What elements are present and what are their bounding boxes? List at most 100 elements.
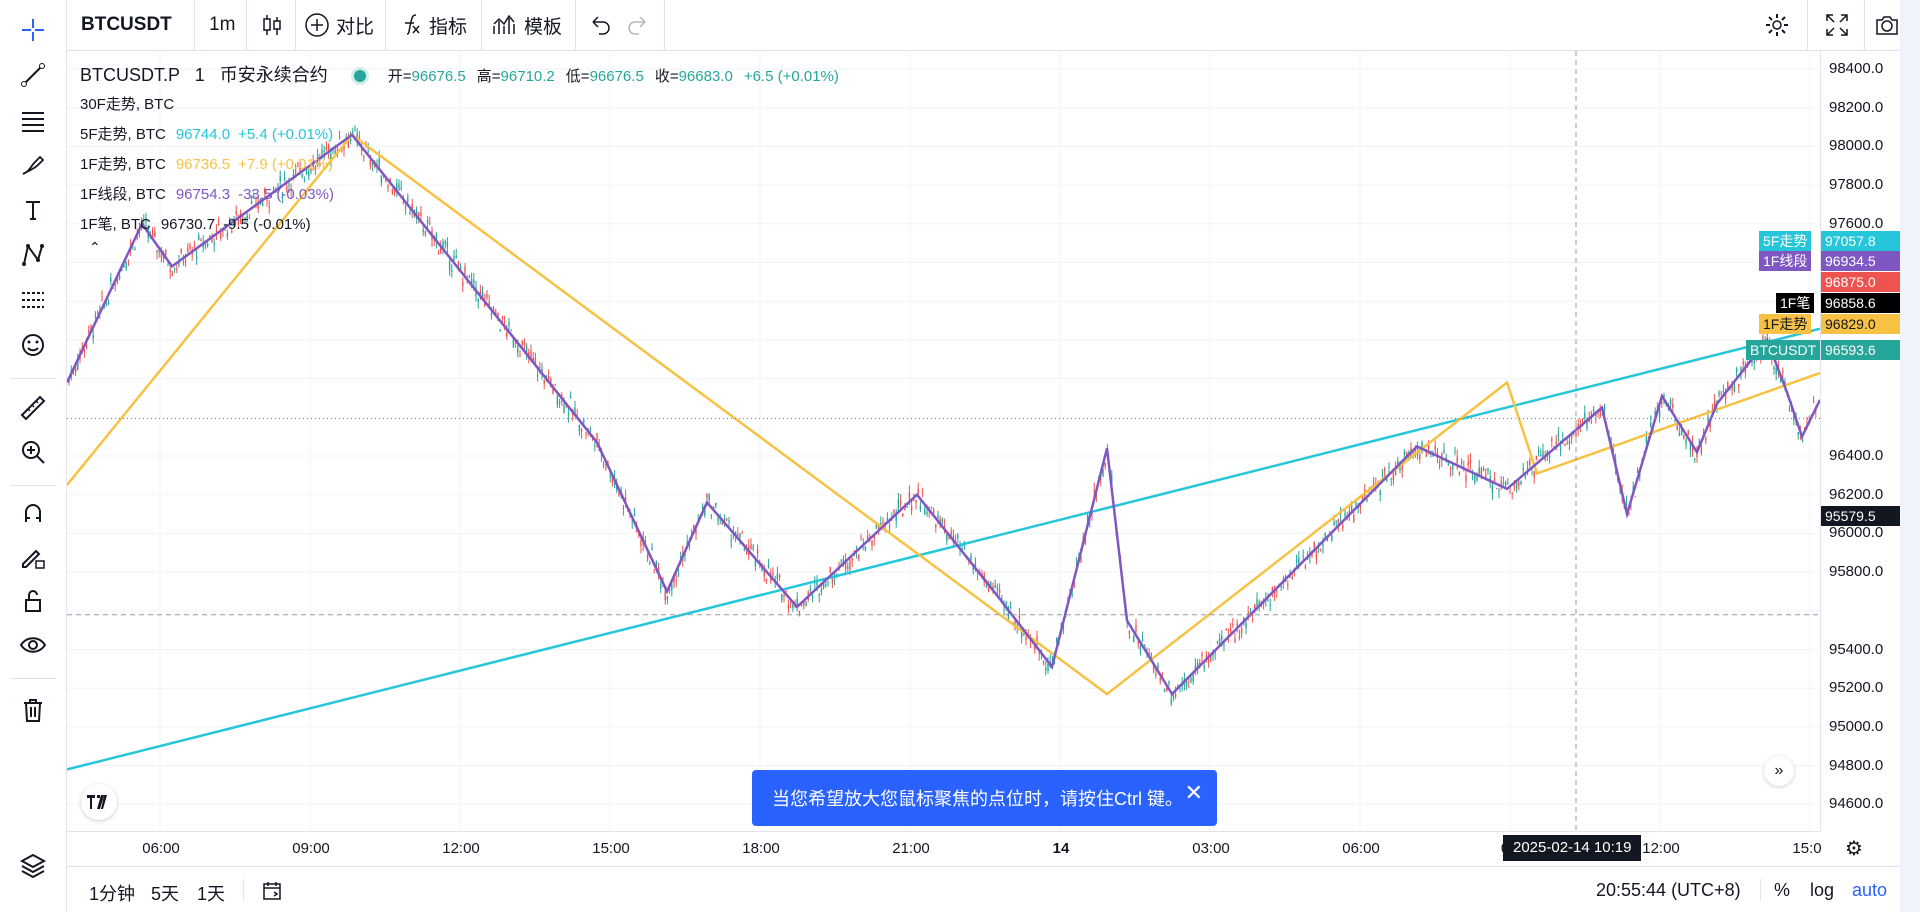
candle-body <box>272 188 275 190</box>
candle-body <box>1344 513 1346 517</box>
candle-body <box>1694 459 1696 461</box>
magnet-icon[interactable] <box>13 493 53 533</box>
study-legend-row[interactable]: 1F笔, BTC 96730.7 -9.5 (-0.01%) <box>80 213 311 234</box>
templates-button[interactable]: 模板 <box>492 0 562 50</box>
trash-icon[interactable] <box>13 690 53 730</box>
candle-body <box>853 550 856 552</box>
forecast-icon[interactable] <box>13 280 53 320</box>
candle-body <box>1524 474 1527 478</box>
time-axis[interactable]: 06:00 09:00 12:00 15:00 18:00 21:00 14 03:00 06:… <box>67 831 1822 866</box>
candle-body <box>83 349 86 352</box>
clock-timezone[interactable]: 20:55:44 (UTC+8) <box>1596 880 1741 900</box>
candle-body <box>301 174 303 177</box>
candle-body <box>895 512 897 522</box>
price-tick-label: 95000.0 <box>1829 717 1884 735</box>
candle-body <box>1542 451 1544 457</box>
candle-body <box>899 500 902 505</box>
scroll-to-realtime-icon[interactable]: » <box>1764 756 1794 786</box>
candle-body <box>1379 491 1381 495</box>
eye-icon[interactable] <box>13 625 53 665</box>
trend-line-icon[interactable] <box>13 55 53 95</box>
legend-symbol[interactable]: BTCUSDT.P <box>80 65 180 85</box>
candle-body <box>1093 490 1095 492</box>
right-scrollbar[interactable] <box>1900 0 1920 912</box>
close-icon[interactable]: ✕ <box>1184 780 1203 805</box>
candle-body <box>1280 586 1282 588</box>
candle-body <box>640 538 642 546</box>
lock-drawing-icon[interactable] <box>13 537 53 577</box>
goto-date-icon[interactable] <box>261 880 283 907</box>
candle-body <box>1141 638 1144 640</box>
candle-body <box>173 267 176 269</box>
undo-button[interactable] <box>587 0 613 50</box>
ohlc-close-label: 收= <box>654 68 679 85</box>
candle-body <box>781 594 783 601</box>
text-icon[interactable] <box>13 190 53 230</box>
candle-body <box>1298 557 1300 566</box>
candle-body <box>844 560 847 569</box>
candle-body <box>462 281 464 286</box>
candle-body <box>393 187 396 193</box>
chart-pane[interactable]: BTCUSDT.P 1 币安永续合约 开=96676.5 高=96710.2 低… <box>67 51 1820 831</box>
auto-toggle[interactable]: auto <box>1852 880 1888 900</box>
price-tag-label: 1F走势 <box>1759 314 1812 334</box>
range-1-day[interactable]: 1天 <box>197 884 226 904</box>
market-status-dot[interactable] <box>350 67 369 86</box>
candle-body <box>675 579 677 581</box>
brush-icon[interactable] <box>13 145 53 185</box>
study-legend-row[interactable]: 1F走势, BTC 96736.5 +7.9 (+0.01%) <box>80 153 333 174</box>
redo-button[interactable] <box>625 0 651 50</box>
candle-body <box>501 317 504 319</box>
candle-body <box>741 532 743 534</box>
indicators-button[interactable]: 指标 <box>397 0 467 50</box>
study-legend-row[interactable]: 30F走势, BTC <box>80 93 174 114</box>
settings-button[interactable] <box>1764 0 1790 50</box>
horizontal-lines-icon[interactable] <box>13 100 53 140</box>
candle-body <box>1801 439 1804 442</box>
ruler-icon[interactable] <box>13 388 53 428</box>
candle-body <box>349 136 352 141</box>
candle-body <box>426 220 429 224</box>
zoom-in-icon[interactable] <box>13 432 53 472</box>
range-1-minute[interactable]: 1分钟 <box>89 884 136 904</box>
candle-body <box>1564 444 1566 446</box>
log-toggle[interactable]: log <box>1810 880 1835 900</box>
symbol-search-button[interactable]: BTCUSDT <box>81 14 172 35</box>
interval-button[interactable]: 1m <box>209 14 236 35</box>
pattern-icon[interactable] <box>13 235 53 275</box>
percent-toggle[interactable]: % <box>1774 880 1791 900</box>
candle-body <box>235 210 237 215</box>
price-axis[interactable]: 98400.098200.098000.097800.097600.097400… <box>1746 51 1901 831</box>
layers-icon[interactable] <box>13 845 53 885</box>
candle-body <box>906 507 908 509</box>
candle-body <box>726 518 728 520</box>
range-5-days[interactable]: 5天 <box>151 884 180 904</box>
study-legend-row[interactable]: 5F走势, BTC 96744.0 +5.4 (+0.01%) <box>80 123 333 144</box>
candle-body <box>1155 673 1157 676</box>
candle-body <box>1775 367 1777 374</box>
candle-body <box>400 187 402 189</box>
candle-body <box>1722 391 1725 393</box>
crosshair-icon[interactable] <box>13 10 53 50</box>
fullscreen-button[interactable] <box>1824 0 1850 50</box>
candle-body <box>165 250 167 255</box>
study-legend-row[interactable]: 1F线段, BTC 96754.3 -33.5 (-0.03%) <box>80 183 334 204</box>
candle-body <box>213 243 215 245</box>
collapse-legend-icon[interactable]: ⌃ <box>89 239 101 255</box>
candle-body <box>948 537 950 540</box>
compare-button[interactable]: 对比 <box>304 0 374 50</box>
candle-body <box>1434 445 1436 450</box>
price-tick-label: 95800.0 <box>1829 563 1884 581</box>
study-name: 30F走势, BTC <box>80 96 175 113</box>
chart-type-button[interactable] <box>259 0 285 50</box>
unlock-icon[interactable] <box>13 581 53 621</box>
candle-body <box>1559 447 1562 451</box>
candle-body <box>160 253 163 258</box>
candle-body <box>1804 427 1806 429</box>
emoji-icon[interactable] <box>13 325 53 365</box>
screenshot-button[interactable] <box>1874 0 1900 50</box>
candle-body <box>932 508 935 514</box>
tradingview-logo-icon[interactable] <box>81 784 117 820</box>
axis-settings-icon[interactable]: ⚙ <box>1845 838 1863 860</box>
candle-body <box>415 210 418 217</box>
